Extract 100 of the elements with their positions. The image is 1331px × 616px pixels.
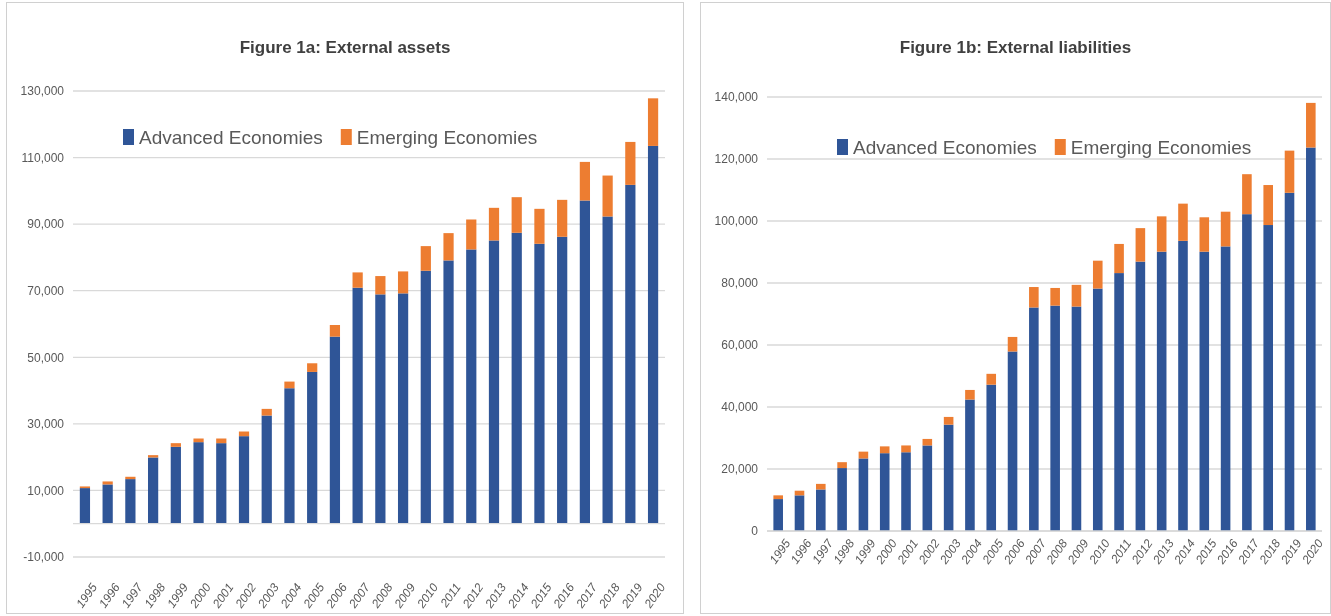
bar <box>965 399 975 531</box>
legend-label: Emerging Economies <box>1070 137 1252 158</box>
y-tick-label: 50,000 <box>27 350 65 365</box>
bar <box>1071 284 1082 307</box>
bar <box>879 446 890 454</box>
bar <box>1220 246 1231 531</box>
bar <box>602 175 613 217</box>
bar <box>261 408 272 416</box>
bar <box>1156 251 1167 531</box>
legend-label: Advanced Economies <box>139 127 323 148</box>
bar <box>1050 305 1060 531</box>
bar <box>625 184 636 524</box>
bar <box>816 489 826 531</box>
bar <box>238 436 250 524</box>
legend-label: Advanced Economies <box>853 137 1037 158</box>
bar <box>102 484 113 524</box>
bar <box>352 272 363 288</box>
bar <box>1029 287 1039 308</box>
bar <box>147 457 159 524</box>
bar <box>1220 211 1231 247</box>
bar <box>647 145 659 524</box>
bar <box>511 197 522 233</box>
bar <box>816 483 826 490</box>
bar <box>79 488 91 524</box>
legend-label: Emerging Economies <box>356 127 538 148</box>
bar <box>1114 273 1124 531</box>
y-tick-label: 20,000 <box>721 462 759 477</box>
bar <box>943 416 954 425</box>
bar <box>488 207 500 241</box>
y-tick-label: 90,000 <box>27 217 65 232</box>
bar <box>901 452 911 531</box>
bar <box>284 388 295 524</box>
bar <box>1263 185 1273 226</box>
bar <box>773 495 783 500</box>
bar <box>986 373 997 385</box>
bar <box>466 249 477 524</box>
bar <box>858 458 869 531</box>
bar <box>837 468 847 531</box>
bar <box>193 442 204 524</box>
bar <box>1007 336 1018 352</box>
bar <box>1050 287 1060 306</box>
bar <box>261 415 272 524</box>
bar <box>1135 228 1146 262</box>
bar <box>1306 147 1316 531</box>
bar <box>307 363 318 372</box>
bar <box>534 243 545 524</box>
bar <box>102 481 113 485</box>
y-tick-label: 110,000 <box>21 150 65 165</box>
bar <box>922 445 933 531</box>
bar <box>1178 203 1188 241</box>
bar <box>1242 214 1252 531</box>
bar <box>329 336 341 524</box>
y-tick-label: 140,000 <box>714 90 759 105</box>
bar <box>1092 288 1103 531</box>
bar <box>170 446 181 524</box>
bar <box>466 219 477 250</box>
bar <box>943 424 954 531</box>
bar <box>397 271 409 294</box>
bar <box>125 479 136 524</box>
bar <box>375 294 386 524</box>
bar <box>647 98 659 146</box>
bar <box>443 233 454 261</box>
bar <box>773 499 783 531</box>
y-tick-label: 130,000 <box>20 84 65 99</box>
bar <box>352 287 363 524</box>
bar <box>534 208 545 244</box>
bar <box>557 199 568 237</box>
bar <box>1284 192 1295 531</box>
bar <box>170 443 181 447</box>
bar <box>579 161 591 201</box>
bar <box>625 141 636 185</box>
bar <box>375 276 386 295</box>
bar <box>1242 174 1252 215</box>
bar <box>443 260 454 524</box>
bar <box>1071 306 1082 531</box>
bar <box>1263 225 1273 531</box>
y-tick-label: 30,000 <box>27 417 65 432</box>
bar <box>1135 261 1146 531</box>
bar <box>794 495 805 531</box>
y-tick-label: 120,000 <box>714 152 759 167</box>
bar <box>329 325 341 337</box>
bar <box>1284 150 1295 193</box>
bar <box>1029 307 1039 531</box>
bar <box>1178 240 1188 531</box>
bar <box>420 270 431 524</box>
chart-title: Figure 1a: External assets <box>239 38 451 57</box>
y-tick-label: 100,000 <box>714 214 759 229</box>
bar <box>284 381 295 389</box>
y-tick-label: 10,000 <box>27 483 65 498</box>
bar <box>511 232 522 524</box>
bar <box>420 246 431 271</box>
bar <box>397 293 409 524</box>
bar <box>307 371 318 524</box>
y-tick-label: 70,000 <box>27 284 65 299</box>
y-tick-label: 40,000 <box>721 400 759 415</box>
bar <box>216 443 227 524</box>
bar <box>965 389 975 400</box>
bar <box>1114 243 1124 274</box>
bar <box>837 462 847 469</box>
bar <box>1199 217 1210 252</box>
